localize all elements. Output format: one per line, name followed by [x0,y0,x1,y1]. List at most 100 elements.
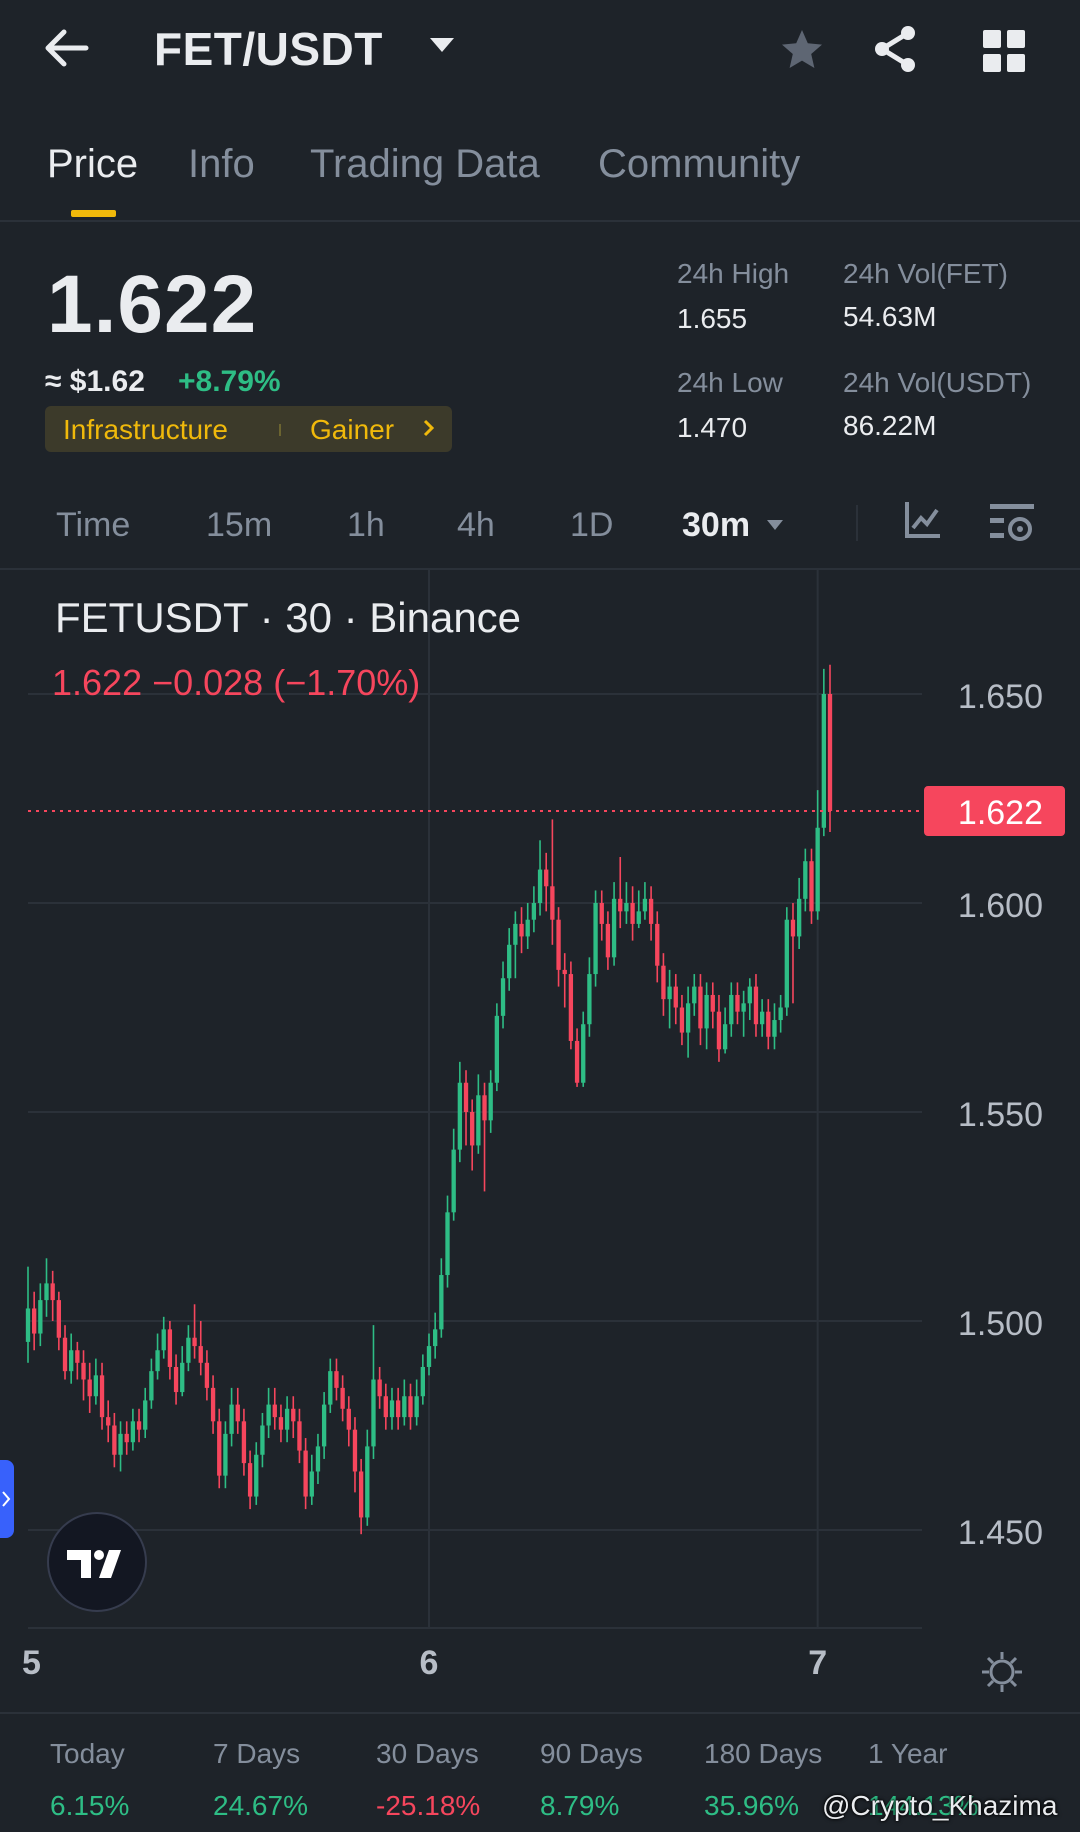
candle-body [297,1421,302,1451]
active-tab-indicator [71,210,116,217]
star-icon[interactable] [778,26,826,79]
candle-body [377,1379,382,1397]
candle-body [519,923,524,937]
chart-title: FETUSDT · 30 · Binance [55,594,522,641]
candle-body [507,944,512,979]
candle-body [525,919,530,937]
candle-body [500,978,506,1016]
candle-body [587,974,592,1025]
y-tick-label: 1.500 [958,1305,1043,1343]
timeframe-15m[interactable]: 15m [206,506,273,544]
candle-body [611,898,617,958]
timeframe-time[interactable]: Time [56,506,131,544]
chart-settings-icon[interactable] [990,504,1034,549]
candlestick-chart[interactable]: 1.650 1.600 1.550 1.500 1.450 5 6 7 1.622 [0,570,1080,1710]
tag-separator [279,424,281,436]
x-tick-label: 5 [22,1644,41,1682]
timeframe-selected[interactable]: 30m [682,506,751,544]
candle-body [358,1471,364,1518]
candle-body [463,1082,469,1112]
tradingview-logo-icon[interactable] [47,1512,147,1612]
tab-trading-data[interactable]: Trading Data [310,142,540,186]
current-price-label: 1.622 [958,794,1043,832]
candle-body [593,903,598,975]
caret-down-icon[interactable] [766,518,784,536]
candle-body [704,994,709,1029]
candle-body [735,994,740,1012]
tab-price[interactable]: Price [47,142,139,186]
gear-icon[interactable] [980,1650,1024,1699]
candle-body [99,1375,105,1418]
candle-body [192,1337,197,1347]
candle-body [574,1040,580,1083]
timeframe-divider [856,505,858,541]
candle-body [365,1446,370,1518]
candle-body [618,898,623,912]
y-tick-label: 1.600 [958,887,1043,925]
drawing-toolbar-handle[interactable] [0,1460,14,1538]
candle-body [389,1400,395,1418]
candle-body [544,869,549,887]
candle-body [562,969,567,975]
candle-body [383,1396,388,1418]
candle-body [272,1404,277,1418]
candle-body [741,1003,746,1012]
candle-body [112,1425,117,1455]
candle-body [599,903,604,924]
stat-24h-low-label: 24h Low [677,367,783,398]
stat-24h-vol-usdt-value: 86.22M [843,410,937,441]
timeframe-1d[interactable]: 1D [570,506,614,544]
candle-body [759,1011,765,1025]
candle-body [698,986,703,1029]
candle-body [75,1350,80,1363]
candle-body [581,1024,586,1083]
perf-today-label: Today [50,1738,125,1769]
candle-body [494,1015,500,1083]
candle-body [568,974,574,1041]
tag-gainer[interactable]: Gainer [310,414,395,445]
candle-body [451,1149,456,1213]
perf-7d-value: 24.67% [213,1790,308,1821]
candle-body [809,861,814,912]
tag-infrastructure[interactable]: Infrastructure [63,414,228,445]
tab-community[interactable]: Community [598,142,801,186]
perf-30d-value: -25.18% [376,1790,481,1821]
candle-body [661,965,666,1000]
y-tick-label: 1.450 [958,1514,1043,1552]
candle-body [62,1337,68,1372]
indicator-icon[interactable] [904,500,942,545]
tab-info[interactable]: Info [188,142,255,186]
tag-bar[interactable]: Infrastructure Gainer [45,406,452,452]
candle-body [636,911,641,924]
approx-usd-price: ≈ $1.62 [45,365,145,398]
grid-icon[interactable] [983,30,1025,77]
timeframe-4h[interactable]: 4h [457,506,495,544]
candle-body [260,1425,265,1455]
x-tick-label: 6 [420,1644,439,1682]
candle-body [254,1454,259,1497]
perf-1y-value: 144.13% [868,1790,979,1821]
stat-24h-vol-usdt-label: 24h Vol(USDT) [843,367,1032,398]
share-icon[interactable] [872,24,920,79]
candle-body [118,1433,123,1455]
candle-body [821,694,826,828]
candle-body [488,1082,493,1121]
timeframe-1h[interactable]: 1h [347,506,385,544]
candle-body [420,1366,425,1397]
pair-title[interactable]: FET/USDT [154,23,383,75]
candle-body [155,1350,160,1372]
candle-body [667,986,672,1000]
candle-body [648,898,654,924]
candle-body [630,903,635,924]
candle-body [328,1371,333,1405]
candle-body [106,1417,111,1426]
candle-body [124,1433,129,1443]
perf-today-value: 6.15% [50,1790,130,1821]
chart-grid [28,570,922,1629]
back-button[interactable] [40,22,110,82]
candle-body [340,1387,345,1409]
candle-body [445,1212,450,1276]
perf-30d-label: 30 Days [376,1738,479,1769]
caret-down-icon[interactable] [428,36,456,59]
candle-body [550,886,555,920]
